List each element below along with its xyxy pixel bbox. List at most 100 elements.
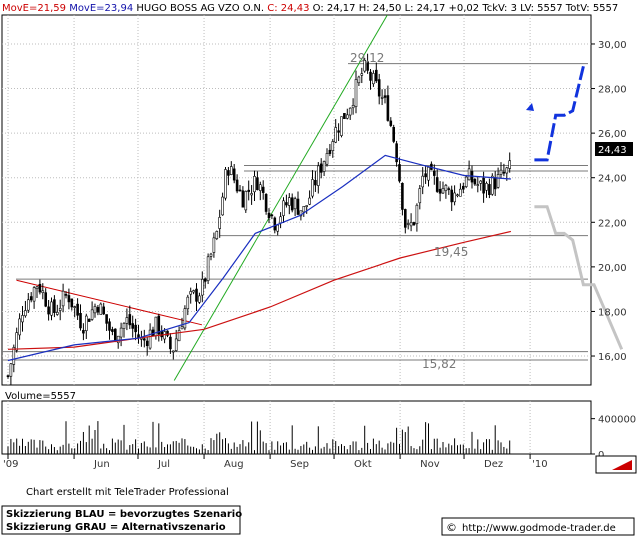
candle-body xyxy=(418,188,422,204)
candle-body xyxy=(488,184,491,195)
candle-body xyxy=(389,120,393,126)
candle-body xyxy=(496,174,500,188)
scenario-grey-path xyxy=(534,205,624,350)
candle-body xyxy=(354,79,358,107)
candle-body xyxy=(464,176,468,187)
candle-body xyxy=(276,224,280,232)
candle-body xyxy=(58,307,62,311)
candle-body xyxy=(441,188,445,194)
candle-body xyxy=(116,335,120,344)
candle-body xyxy=(427,167,430,181)
candle-body xyxy=(459,188,462,197)
candle-body xyxy=(302,206,306,213)
candle-body xyxy=(12,347,16,365)
candle-body xyxy=(256,177,259,191)
candle-body xyxy=(41,290,45,293)
candle-body xyxy=(499,169,503,175)
candle-body xyxy=(73,306,76,308)
legend-grey-text: Skizzierung GRAU = Alternativszenario xyxy=(6,522,226,533)
moving-averages xyxy=(7,154,512,362)
candle-body xyxy=(64,294,68,296)
y-tick-label: 26,00 xyxy=(598,129,627,140)
trend-lines xyxy=(16,14,388,381)
volume-bars xyxy=(7,421,511,454)
legend-blue-text: Skizzierung BLAU = bevorzugtes Szenario xyxy=(6,509,242,520)
candle-body xyxy=(192,290,195,293)
candle-body xyxy=(174,338,178,351)
candle-body xyxy=(467,168,471,181)
candle-body xyxy=(32,287,36,302)
volume-label: Volume=5557 xyxy=(5,391,76,402)
candle-body xyxy=(9,363,13,377)
candle-body xyxy=(380,97,384,99)
candle-body xyxy=(85,315,88,331)
candle-body xyxy=(218,217,221,229)
y-tick-label: 18,00 xyxy=(598,307,627,318)
candle-body xyxy=(230,166,233,175)
candle-body xyxy=(403,209,407,228)
candle-body xyxy=(261,186,265,193)
candle-body xyxy=(311,179,314,197)
candle-body xyxy=(345,114,349,119)
candle-body xyxy=(29,296,33,301)
candle-body xyxy=(128,314,132,326)
candle-body xyxy=(105,314,108,324)
source-url[interactable]: http://www.godmode-trader.de xyxy=(462,523,616,534)
legend-box xyxy=(1,505,241,535)
candle-body xyxy=(374,69,378,82)
candle-body xyxy=(114,328,117,342)
candle-body xyxy=(392,126,396,142)
candle-body xyxy=(337,130,340,133)
candle-body xyxy=(203,278,207,282)
candle-body xyxy=(96,307,100,313)
candle-body xyxy=(415,204,419,225)
candle-body xyxy=(238,189,242,192)
candle-body xyxy=(145,340,149,347)
candle-body xyxy=(490,175,494,195)
candle-body xyxy=(470,171,474,183)
y-tick-label: 16,00 xyxy=(598,352,627,363)
candle-body xyxy=(212,237,216,253)
candle-body xyxy=(485,183,488,191)
candle-body xyxy=(21,315,24,323)
y-tick-label: 20,00 xyxy=(598,263,627,274)
x-tick-label: Nov xyxy=(420,459,440,470)
candle-body xyxy=(125,317,129,324)
candle-body xyxy=(131,323,134,329)
candle-body xyxy=(273,217,277,231)
candle-body xyxy=(172,350,175,353)
y-tick-label: 30,00 xyxy=(598,40,627,51)
candle-body xyxy=(198,295,201,303)
candle-body xyxy=(61,290,65,307)
gridlines xyxy=(2,15,591,454)
candle-body xyxy=(99,303,103,315)
candle-body xyxy=(90,309,94,320)
scenario-blue-path xyxy=(534,65,585,162)
candle-body xyxy=(195,288,198,302)
volume-panel xyxy=(1,400,592,455)
x-tick-label: Okt xyxy=(354,459,372,470)
x-tick-label: Jul xyxy=(157,459,170,470)
horizontal-levels xyxy=(2,63,588,361)
x-tick-label: Sep xyxy=(290,459,309,470)
candle-body xyxy=(122,322,126,329)
price-panel xyxy=(1,14,592,386)
candle-body xyxy=(279,216,282,224)
candle-body xyxy=(412,222,416,226)
header-quote-details: O: 24,17 H: 24,50 L: 24,17 +0,02 TckV: 3… xyxy=(313,3,619,14)
candle-body xyxy=(479,180,483,184)
candle-body xyxy=(340,116,343,136)
candle-body xyxy=(299,210,303,217)
header-security-name: HUGO BOSS AG VZO O.N. xyxy=(136,3,264,14)
y-tick-label: 28,00 xyxy=(598,85,627,96)
candle-body xyxy=(270,214,274,217)
candle-body xyxy=(47,306,50,315)
candle-body xyxy=(372,73,375,85)
candle-body xyxy=(15,332,18,351)
scroll-arrow-icon[interactable] xyxy=(612,460,632,470)
candle-body xyxy=(351,105,355,109)
candle-body xyxy=(35,286,39,289)
candle-body xyxy=(363,60,367,72)
candle-body xyxy=(38,283,42,293)
candle-body xyxy=(18,318,21,336)
